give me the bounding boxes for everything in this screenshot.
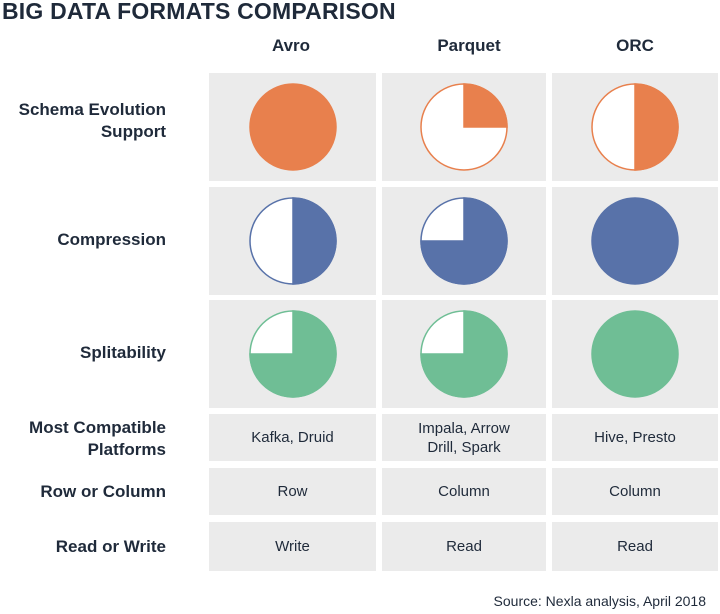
cell-platforms-avro: Kafka, Druid [209,414,376,461]
cell-compression-avro [209,187,376,295]
pie-compression-parquet [420,197,508,285]
row-label-read-or-write: Read or Write [55,537,166,556]
cell-platforms-parquet: Impala, Arrow Drill, Spark [382,414,546,461]
source-note: Source: Nexla analysis, April 2018 [493,593,706,609]
pie-fill [420,310,508,398]
cell-schema-orc [552,73,718,181]
row-label-compression: Compression [57,230,166,249]
cell-rowcol-orc: Column [552,468,718,515]
row-label-row-or-column: Row or Column [40,482,166,501]
cell-schema-avro [209,73,376,181]
pie-splitability-avro [248,310,337,398]
rowcol-orc: Column [609,483,661,500]
platforms-orc: Hive, Presto [594,429,676,446]
cell-rw-parquet: Read [382,522,546,571]
platforms-parquet: Impala, Arrow Drill, Spark [418,419,510,456]
column-header-avro: Avro [271,36,311,55]
cell-compression-orc [552,187,718,295]
pie-outline [591,197,679,285]
pie-schema-orc [591,83,679,171]
pie-compression-avro [248,197,337,285]
pie-compression-orc [591,197,679,285]
platforms-avro: Kafka, Druid [251,429,334,446]
column-header-orc: ORC [616,36,654,55]
page-title: BIG DATA FORMATS COMPARISON [2,0,396,24]
cell-rw-orc: Read [552,522,718,571]
pie-schema-avro [248,83,337,171]
pie-fill [634,83,679,171]
rw-parquet: Read [446,538,482,555]
cell-rw-avro: Write [209,522,376,571]
pie-splitability-parquet [420,310,508,398]
row-label-splitability: Splitability [80,343,166,362]
row-label-schema-evolution: Schema Evolution Support [18,100,166,141]
rowcol-avro: Row [277,483,308,500]
cell-platforms-orc: Hive, Presto [552,414,718,461]
pie-fill [248,310,337,398]
cell-splitability-orc [552,300,718,408]
cell-schema-parquet [382,73,546,181]
pie-fill [463,83,508,128]
pie-fill [291,197,337,285]
rowcol-parquet: Column [438,483,490,500]
cell-splitability-parquet [382,300,546,408]
pie-splitability-orc [591,310,679,398]
rw-orc: Read [617,538,653,555]
pie-outline [248,83,337,171]
cell-rowcol-avro: Row [209,468,376,515]
pie-fill [420,197,508,285]
cell-compression-parquet [382,187,546,295]
rw-avro: Write [275,538,310,555]
column-header-parquet: Parquet [437,36,501,55]
cell-rowcol-parquet: Column [382,468,546,515]
row-label-platforms: Most Compatible Platforms [29,418,166,459]
cell-splitability-avro [209,300,376,408]
pie-schema-parquet [420,83,508,171]
pie-outline [591,310,679,398]
